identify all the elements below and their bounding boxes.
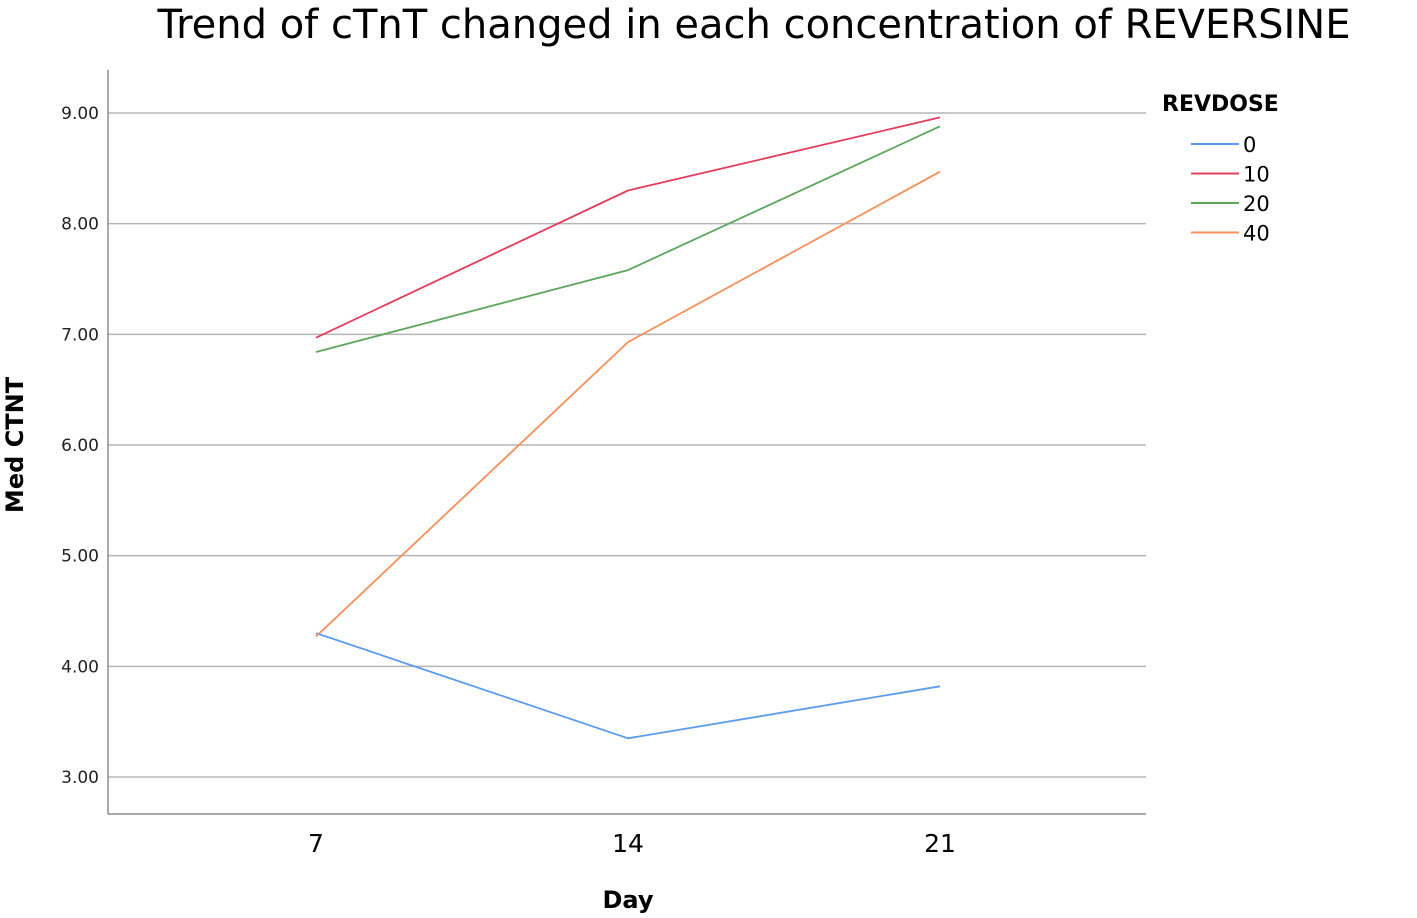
y-tick-label: 6.00 [61,436,99,456]
x-axis-ticks: 7 14 21 [308,829,956,858]
y-tick-label: 5.00 [61,547,99,567]
legend-item-40: 40 [1191,222,1270,246]
series-line-40 [315,170,941,638]
gridlines [108,112,1146,778]
x-axis-title: Day [602,886,653,914]
y-axis-ticks: 3.00 4.00 5.00 6.00 7.00 8.00 9.00 [61,104,99,788]
legend-item-20: 20 [1191,192,1270,216]
series-line-10 [315,116,941,339]
series-line-20 [315,125,941,353]
y-tick-label: 7.00 [61,325,99,345]
legend-item-0: 0 [1191,133,1256,157]
series-line-0 [315,632,941,740]
x-tick-label: 21 [924,829,956,858]
y-tick-label: 3.00 [61,768,99,788]
chart-title: Trend of cTnT changed in each concentrat… [157,2,1351,48]
y-tick-label: 9.00 [61,104,99,124]
legend-label: 0 [1243,133,1256,157]
x-tick-label: 14 [612,829,644,858]
plot-area [315,116,941,740]
legend-label: 20 [1243,192,1270,216]
legend: REVDOSE 0 10 20 40 [1162,92,1279,246]
x-tick-label: 7 [308,829,324,858]
legend-title: REVDOSE [1162,92,1279,117]
y-axis-title: Med CTNT [1,376,29,513]
y-tick-label: 8.00 [61,215,99,235]
legend-label: 10 [1243,163,1270,187]
y-tick-label: 4.00 [61,657,99,677]
legend-label: 40 [1243,222,1270,246]
legend-item-10: 10 [1191,163,1270,187]
